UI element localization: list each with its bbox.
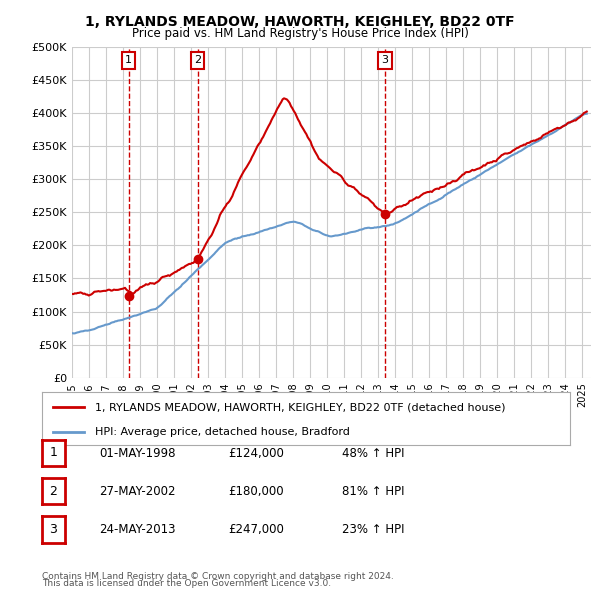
Text: Price paid vs. HM Land Registry's House Price Index (HPI): Price paid vs. HM Land Registry's House … xyxy=(131,27,469,40)
Text: £180,000: £180,000 xyxy=(228,485,284,498)
Text: £247,000: £247,000 xyxy=(228,523,284,536)
Text: Contains HM Land Registry data © Crown copyright and database right 2024.: Contains HM Land Registry data © Crown c… xyxy=(42,572,394,581)
Text: 2: 2 xyxy=(194,55,201,65)
Text: 23% ↑ HPI: 23% ↑ HPI xyxy=(342,523,404,536)
Text: 3: 3 xyxy=(49,523,58,536)
Text: 27-MAY-2002: 27-MAY-2002 xyxy=(99,485,176,498)
Text: 2: 2 xyxy=(49,484,58,498)
Text: £124,000: £124,000 xyxy=(228,447,284,460)
Text: This data is licensed under the Open Government Licence v3.0.: This data is licensed under the Open Gov… xyxy=(42,579,331,588)
Text: 24-MAY-2013: 24-MAY-2013 xyxy=(99,523,176,536)
Text: 48% ↑ HPI: 48% ↑ HPI xyxy=(342,447,404,460)
Text: 1, RYLANDS MEADOW, HAWORTH, KEIGHLEY, BD22 0TF: 1, RYLANDS MEADOW, HAWORTH, KEIGHLEY, BD… xyxy=(85,15,515,29)
Text: 1, RYLANDS MEADOW, HAWORTH, KEIGHLEY, BD22 0TF (detached house): 1, RYLANDS MEADOW, HAWORTH, KEIGHLEY, BD… xyxy=(95,402,505,412)
Text: 1: 1 xyxy=(125,55,132,65)
Text: 81% ↑ HPI: 81% ↑ HPI xyxy=(342,485,404,498)
Text: 1: 1 xyxy=(49,446,58,460)
Text: HPI: Average price, detached house, Bradford: HPI: Average price, detached house, Brad… xyxy=(95,427,350,437)
Text: 3: 3 xyxy=(381,55,388,65)
Text: 01-MAY-1998: 01-MAY-1998 xyxy=(99,447,176,460)
